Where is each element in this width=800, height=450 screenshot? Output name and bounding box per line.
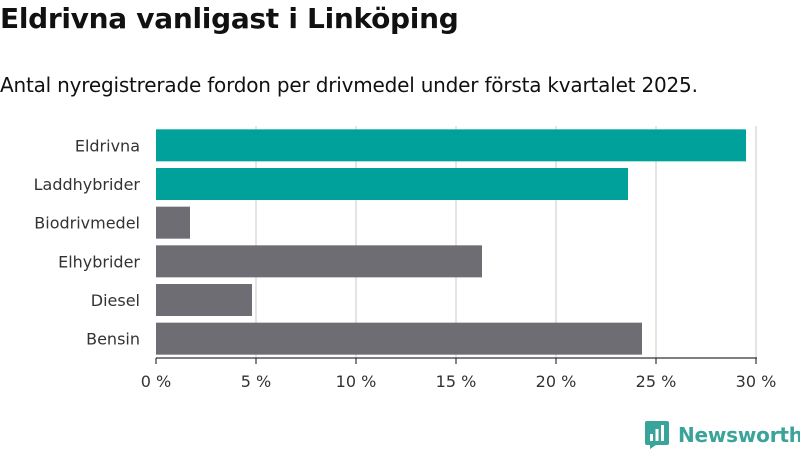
bar <box>156 206 190 239</box>
brand-logo: Newsworthy <box>644 420 800 450</box>
x-tick-label: 0 % <box>141 372 171 391</box>
category-label: Elhybrider <box>58 252 140 271</box>
bar <box>156 284 252 316</box>
brand-name: Newsworthy <box>678 423 800 447</box>
newsworthy-logo-icon <box>645 421 669 449</box>
chart-title: Eldrivna vanligast i Linköping <box>0 2 459 35</box>
category-label: Eldrivna <box>75 136 140 155</box>
x-tick-label: 30 % <box>736 372 777 391</box>
bar <box>156 245 482 278</box>
category-label: Bensin <box>86 330 140 349</box>
x-tick-label: 20 % <box>536 372 577 391</box>
bar <box>156 168 628 200</box>
chart-subtitle: Antal nyregistrerade fordon per drivmede… <box>0 73 698 97</box>
category-label: Diesel <box>91 291 140 310</box>
x-tick-label: 25 % <box>636 372 677 391</box>
x-tick-label: 15 % <box>436 372 477 391</box>
bar <box>156 322 642 355</box>
bar <box>156 129 746 162</box>
x-tick-label: 5 % <box>241 372 271 391</box>
category-label: Biodrivmedel <box>34 214 140 233</box>
x-tick-label: 10 % <box>336 372 377 391</box>
category-label: Laddhybrider <box>34 175 141 194</box>
